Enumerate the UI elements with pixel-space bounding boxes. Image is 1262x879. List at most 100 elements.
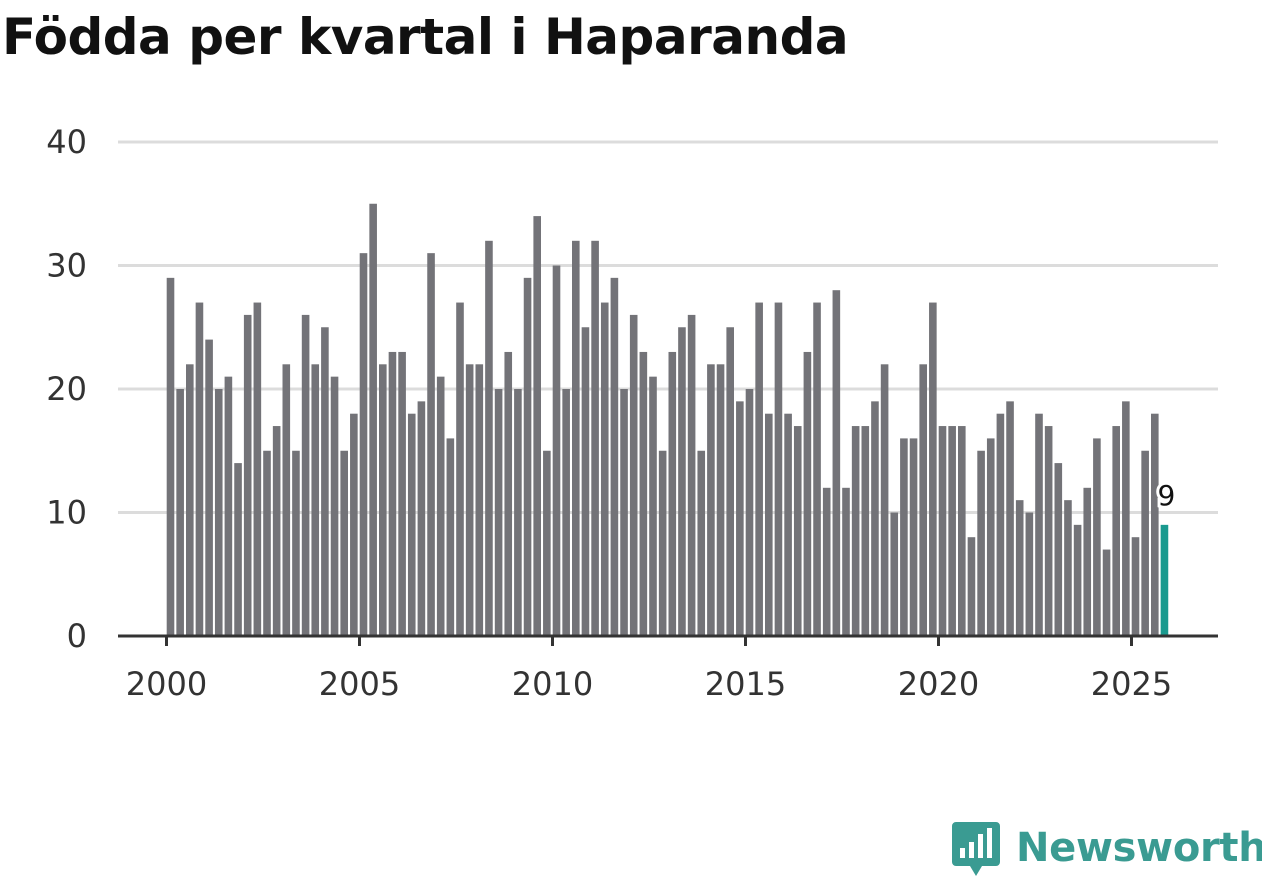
bar xyxy=(697,450,706,636)
bar xyxy=(822,487,831,636)
bar xyxy=(600,302,609,636)
bar xyxy=(842,487,850,636)
bars xyxy=(166,203,1169,637)
y-axis-ticks: 0 10 20 30 40 xyxy=(46,123,87,655)
bar xyxy=(572,240,580,637)
bar xyxy=(1151,413,1159,636)
bar xyxy=(398,351,406,636)
bar xyxy=(301,314,310,636)
bar xyxy=(292,450,300,636)
bar xyxy=(456,302,464,636)
bar xyxy=(243,314,252,636)
bar xyxy=(350,413,358,636)
bar xyxy=(755,302,763,636)
bar xyxy=(263,450,271,636)
bar-chart: 0 10 20 30 40 2000 2005 2010 2015 2020 2025 9 xyxy=(46,123,1218,703)
bar xyxy=(494,389,503,636)
y-tick-label: 40 xyxy=(46,123,87,161)
bar xyxy=(977,450,985,636)
bar xyxy=(330,376,339,636)
bar xyxy=(224,376,233,636)
bar xyxy=(1131,537,1140,636)
bar xyxy=(1015,500,1024,636)
bar xyxy=(436,376,445,636)
bar xyxy=(514,389,522,636)
x-tick-label: 2010 xyxy=(512,665,593,703)
bar xyxy=(253,302,262,636)
bar xyxy=(784,413,792,636)
bar xyxy=(880,364,889,636)
y-tick-label: 30 xyxy=(46,247,87,285)
bar xyxy=(716,364,725,636)
bar xyxy=(629,314,638,636)
bar xyxy=(745,389,754,636)
bar xyxy=(446,438,455,636)
bar xyxy=(1035,413,1043,636)
bar xyxy=(958,426,966,636)
bar xyxy=(707,364,715,636)
bar xyxy=(1093,438,1101,636)
last-value-label: 9 xyxy=(1158,479,1176,512)
bar xyxy=(543,450,551,636)
x-tick-label: 2015 xyxy=(705,665,786,703)
bar xyxy=(948,426,956,636)
bar xyxy=(1073,524,1082,636)
bar xyxy=(1064,500,1072,636)
y-tick-label: 0 xyxy=(67,617,87,655)
bar xyxy=(1044,426,1053,636)
bar xyxy=(678,327,686,636)
bar xyxy=(214,389,223,636)
bar xyxy=(900,438,908,636)
bar xyxy=(562,389,570,636)
bar xyxy=(234,463,242,636)
bar xyxy=(321,327,329,636)
bar xyxy=(639,351,648,636)
chart-title: Födda per kvartal i Haparanda xyxy=(2,8,849,66)
bar xyxy=(340,450,348,636)
bar xyxy=(186,364,194,636)
value-labels: 9 xyxy=(1155,476,1179,515)
bar xyxy=(658,450,667,636)
newsworthy-logo: Newsworthy xyxy=(950,818,1262,878)
x-tick-label: 2025 xyxy=(1091,665,1172,703)
bar xyxy=(765,413,773,636)
bar xyxy=(919,364,927,636)
bar xyxy=(485,240,493,637)
bar xyxy=(176,389,184,636)
bar xyxy=(1083,487,1092,636)
bar xyxy=(793,426,802,636)
bar xyxy=(195,302,204,636)
bar xyxy=(668,351,677,636)
bar xyxy=(166,277,175,636)
bar xyxy=(504,351,513,636)
bar xyxy=(890,512,899,636)
bar xyxy=(282,364,291,636)
bar xyxy=(938,426,947,636)
bar xyxy=(813,302,821,636)
bar xyxy=(407,413,416,636)
bar xyxy=(427,253,435,636)
bar xyxy=(909,438,918,636)
bar xyxy=(610,277,619,636)
bar xyxy=(533,216,541,636)
bar xyxy=(1054,463,1063,636)
x-tick-label: 2005 xyxy=(319,665,400,703)
bar xyxy=(523,277,532,636)
bar xyxy=(1122,401,1130,636)
bar xyxy=(359,253,368,636)
bar xyxy=(726,327,734,636)
bar xyxy=(649,376,657,636)
newsworthy-logo-icon xyxy=(952,822,1000,876)
bar xyxy=(311,364,320,636)
bar-highlight xyxy=(1160,524,1169,636)
gridlines xyxy=(118,140,1218,514)
bar xyxy=(687,314,696,636)
bar xyxy=(205,339,213,636)
bar xyxy=(620,389,628,636)
bar xyxy=(929,302,937,636)
newsworthy-logo-text: Newsworthy xyxy=(1016,825,1262,871)
bar xyxy=(861,426,870,636)
bar xyxy=(417,401,426,636)
x-axis: 2000 2005 2010 2015 2020 2025 xyxy=(118,634,1218,703)
bar xyxy=(581,327,590,636)
